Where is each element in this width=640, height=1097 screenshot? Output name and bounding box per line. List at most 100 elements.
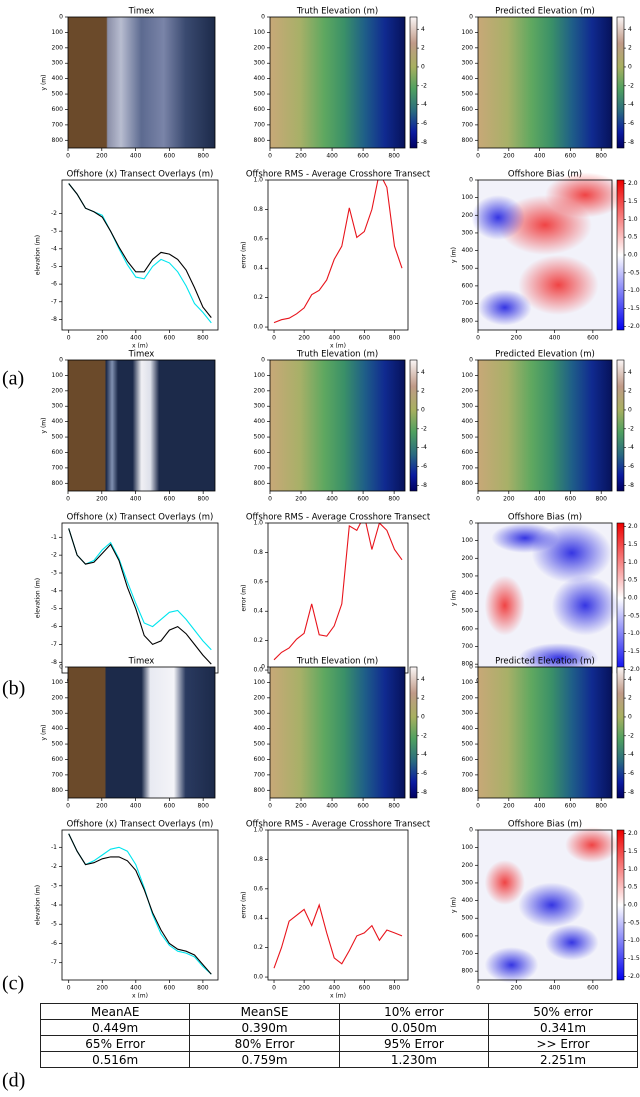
y-tick-label: 200 — [52, 387, 64, 394]
y-tick-label: 100 — [462, 679, 474, 686]
y-tick-label: 700 — [52, 771, 64, 778]
elevation-map — [478, 360, 612, 491]
colorbar-tick-label: -2 — [421, 82, 427, 89]
colorbar-tick-label: -2 — [628, 82, 634, 89]
panel-label: (b) — [2, 678, 25, 700]
colorbar-tick-label: 4 — [628, 676, 632, 683]
y-tick-label: 500 — [254, 91, 266, 98]
y-tick-label: 0 — [261, 14, 265, 21]
y-tick-label: -6 — [51, 281, 57, 288]
x-tick-label: 600 — [587, 335, 599, 342]
x-tick-label: 800 — [389, 335, 401, 342]
y-tick-label: -5 — [51, 921, 57, 928]
table-cell: 65% Error — [39, 1035, 191, 1052]
x-tick-label: 800 — [595, 496, 607, 503]
y-tick-label: 300 — [52, 60, 64, 67]
x-tick-label: 200 — [503, 496, 515, 503]
y-tick-label: 700 — [254, 121, 266, 128]
y-tick-label: 0.8 — [253, 549, 263, 556]
colorbar-tick-label: 0.5 — [628, 884, 638, 891]
y-tick-label: 0 — [469, 14, 473, 21]
colorbar-tick-label: 1.0 — [628, 216, 638, 223]
y-tick-label: 700 — [462, 464, 474, 471]
colorbar-tick-label: -1.5 — [628, 305, 640, 312]
panel-title: Predicted Elevation (m) — [495, 7, 595, 17]
x-tick-label: 800 — [197, 803, 209, 810]
y-tick-label: 0.6 — [253, 578, 263, 585]
y-tick-label: -2 — [51, 863, 57, 870]
y-tick-label: -4 — [51, 245, 57, 252]
colorbar-tick-label: -6 — [628, 463, 634, 470]
y-tick-label: 0.6 — [253, 885, 263, 892]
bias-blob — [491, 523, 559, 553]
colorbar-tick-label: 1.5 — [628, 198, 638, 205]
x-tick-label: 600 — [565, 803, 577, 810]
y-axis-label: elevation (m) — [35, 885, 42, 925]
y-tick-label: 600 — [52, 449, 64, 456]
colorbar-tick-label: -2 — [628, 732, 634, 739]
colorbar — [409, 16, 418, 149]
y-tick-label: 700 — [254, 771, 266, 778]
x-tick-label: 0 — [268, 153, 272, 160]
x-tick-label: 200 — [97, 335, 109, 342]
table-cell: 0.341m — [488, 1019, 638, 1036]
y-tick-label: -6 — [51, 940, 57, 947]
x-tick-label: 800 — [197, 153, 209, 160]
y-tick-label: 0.0 — [253, 974, 263, 981]
y-axis-label: y (m) — [451, 590, 458, 606]
y-tick-label: 800 — [462, 480, 474, 487]
y-tick-label: -5 — [51, 605, 57, 612]
axes-frame — [61, 179, 219, 331]
colorbar — [616, 522, 625, 674]
axes-frame — [477, 16, 613, 149]
x-tick-label: 600 — [164, 985, 176, 992]
colorbar-tick-label: 2 — [628, 388, 632, 395]
x-tick-label: 200 — [295, 153, 307, 160]
y-tick-label: -3 — [51, 882, 57, 889]
colorbar-tick-label: 0 — [628, 406, 632, 413]
x-tick-label: 200 — [511, 335, 523, 342]
panel-title: Offshore (x) Transect Overlays (m) — [67, 170, 214, 180]
y-tick-label: 800 — [52, 137, 64, 144]
x-tick-label: 600 — [565, 496, 577, 503]
y-tick-label: 0.2 — [253, 637, 263, 644]
colorbar-tick-label: -8 — [628, 139, 634, 146]
colorbar-tick-label: -6 — [421, 463, 427, 470]
axes-frame — [267, 522, 409, 674]
x-tick-label: 800 — [197, 985, 209, 992]
colorbar-tick-label: 0 — [628, 713, 632, 720]
x-tick-label: 600 — [357, 803, 369, 810]
colorbar-tick-label: 0.0 — [628, 252, 638, 259]
colorbar — [409, 359, 418, 492]
y-tick-label: 0.4 — [253, 915, 263, 922]
x-tick-label: 600 — [164, 153, 176, 160]
y-tick-label: 0.2 — [253, 944, 263, 951]
y-axis-label: elevation (m) — [35, 235, 42, 275]
colorbar-tick-label: -2 — [421, 732, 427, 739]
y-tick-label: 400 — [254, 418, 266, 425]
y-tick-label: -4 — [51, 587, 57, 594]
y-axis-label: error (m) — [241, 892, 248, 919]
x-tick-label: 400 — [130, 803, 142, 810]
panel-title: Offshore Bias (m) — [508, 170, 582, 180]
x-axis-label: x (m) — [330, 343, 346, 350]
colorbar-tick-label: -0.5 — [628, 919, 640, 926]
y-tick-label: 600 — [254, 449, 266, 456]
panel-title: Offshore RMS - Average Crosshore Transec… — [246, 513, 431, 523]
x-tick-label: 400 — [534, 803, 546, 810]
y-tick-label: 400 — [462, 725, 474, 732]
colorbar — [616, 16, 625, 149]
colorbar-tick-label: -4 — [421, 101, 427, 108]
y-tick-label: 0.8 — [253, 206, 263, 213]
axes-frame — [67, 666, 216, 799]
y-tick-label: 500 — [462, 265, 474, 272]
y-tick-label: 700 — [462, 121, 474, 128]
y-tick-label: 300 — [254, 403, 266, 410]
colorbar-tick-label: -4 — [628, 101, 634, 108]
y-tick-label: 700 — [462, 643, 474, 650]
table-cell: 0.759m — [189, 1051, 340, 1068]
x-tick-label: 400 — [329, 335, 341, 342]
timex-image — [68, 667, 215, 798]
colorbar-tick-label: 1.5 — [628, 848, 638, 855]
y-tick-label: -4 — [51, 902, 57, 909]
